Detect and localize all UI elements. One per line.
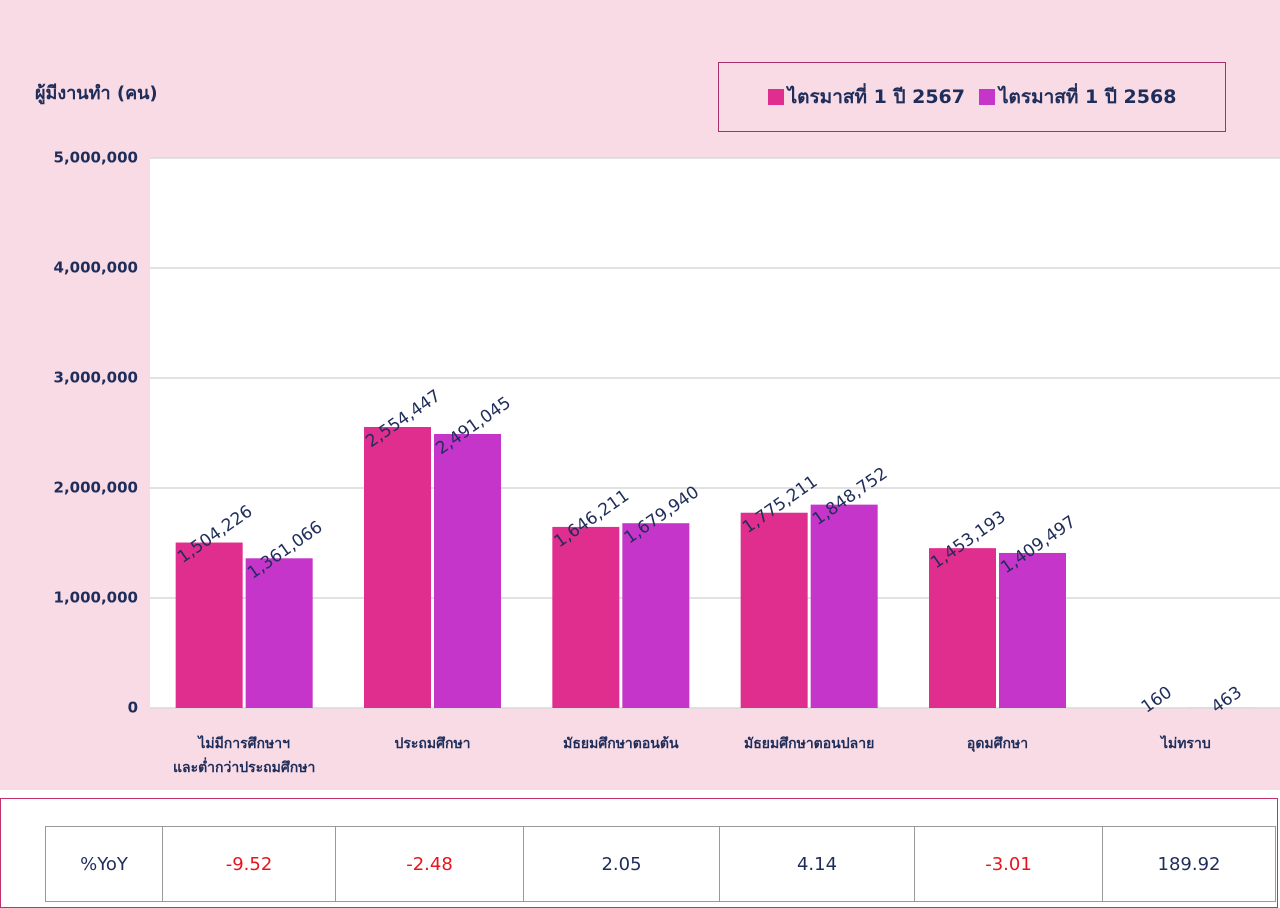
x-tick-label: ประถมศึกษา <box>339 732 527 756</box>
bar <box>811 505 878 708</box>
y-tick-label: 1,000,000 <box>54 589 138 607</box>
x-tick-label: มัธยมศึกษาตอนต้น <box>527 732 715 756</box>
legend-item: ไตรมาสที่ 1 ปี 2568 <box>979 82 1176 112</box>
x-tick-label: มัธยมศึกษาตอนปลาย <box>715 732 903 756</box>
bar <box>434 434 501 708</box>
legend-item: ไตรมาสที่ 1 ปี 2567 <box>768 82 965 112</box>
bar <box>622 523 689 708</box>
table-cell: 4.14 <box>720 827 915 902</box>
bar <box>364 427 431 708</box>
x-tick-label: ไม่ทราบ <box>1092 732 1280 756</box>
bar <box>552 527 619 708</box>
table-cell: -3.01 <box>915 827 1103 902</box>
table-header: %YoY <box>46 827 163 902</box>
y-tick-label: 0 <box>128 699 138 717</box>
legend: ไตรมาสที่ 1 ปี 2567 ไตรมาสที่ 1 ปี 2568 <box>718 62 1226 132</box>
x-tick-label: อุดมศึกษา <box>904 732 1092 756</box>
y-tick-label: 5,000,000 <box>54 149 138 167</box>
table-cell: 189.92 <box>1103 827 1276 902</box>
table-cell: -9.52 <box>163 827 336 902</box>
y-tick-label: 3,000,000 <box>54 369 138 387</box>
bar <box>741 513 808 708</box>
y-tick-label: 2,000,000 <box>54 479 138 497</box>
legend-swatch <box>979 89 995 105</box>
legend-label: ไตรมาสที่ 1 ปี 2568 <box>999 82 1176 112</box>
table-cell: 2.05 <box>524 827 720 902</box>
plot-area <box>150 158 1280 708</box>
legend-swatch <box>768 89 784 105</box>
legend-label: ไตรมาสที่ 1 ปี 2567 <box>788 82 965 112</box>
y-tick-label: 4,000,000 <box>54 259 138 277</box>
x-tick-label: ไม่มีการศึกษาฯ และต่ำกว่าประถมศึกษา <box>150 732 338 780</box>
table-cell: -2.48 <box>336 827 524 902</box>
